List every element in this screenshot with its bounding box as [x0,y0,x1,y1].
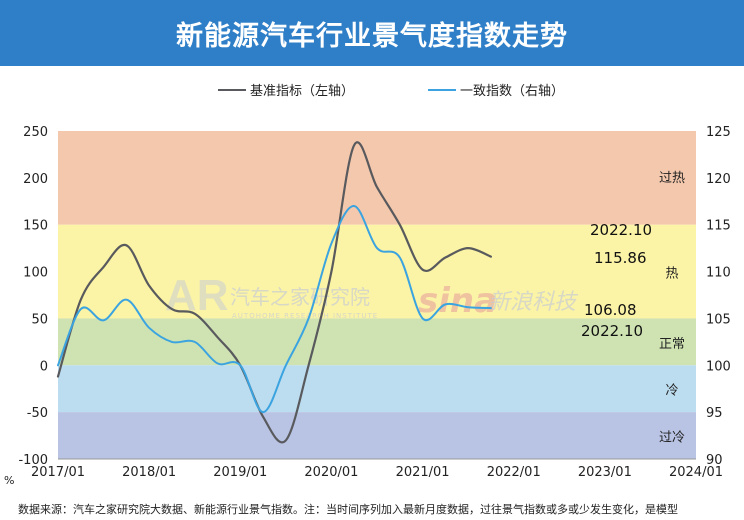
series-line-0 [56,141,492,444]
zone-band-0 [58,131,696,225]
chart-title: 新能源汽车行业景气度指数走势 [0,0,744,66]
x-tick-4: 2021/01 [396,465,450,480]
annotation-benchmark-value: 115.86 [594,249,647,267]
y-left-tick-3: 50 [31,312,48,327]
zone-band-3 [58,365,696,413]
watermark-sina-text: 新浪科技 [488,290,579,315]
watermark-sina-logo: sina [418,281,497,321]
y-left-tick-0: -100 [18,453,48,468]
zone-label-2: 正常 [659,337,685,352]
x-tick-2: 2019/01 [213,465,267,480]
y-left-tick-2: 0 [40,359,48,374]
x-tick-0: 2017/01 [31,465,85,480]
watermark-autohome-sub: AUTOHOME RESEARCH INSTITUTE [232,312,378,320]
y-right-tick-5: 115 [706,219,731,234]
x-tick-3: 2020/01 [304,465,358,480]
annotation-benchmark-date: 2022.10 [590,221,652,239]
y-left-tick-7: 250 [23,125,48,140]
zone-label-3: 冷 [665,384,678,399]
legend-label-1: 一致指数（右轴） [460,84,564,99]
series-line-1 [57,205,492,414]
annotation-coincident-date: 2022.10 [581,322,643,340]
footer-source-note: 数据来源：汽车之家研究院大数据、新能源行业景气指数。注：当时间序列加入最新月度数… [18,503,678,516]
zone-band-4 [58,412,696,459]
x-tick-7: 2024/01 [669,465,723,480]
zone-label-4: 过冷 [659,431,685,446]
y-right-tick-1: 95 [706,406,723,421]
x-tick-6: 2023/01 [578,465,632,480]
y-right-tick-6: 120 [706,172,731,187]
legend: 基准指标（左轴） 一致指数（右轴） [218,84,564,99]
watermark-autohome-text: 汽车之家研究院 [230,285,370,309]
y-left-tick-4: 100 [23,266,48,281]
y-left-tick-1: -50 [27,406,48,421]
y-right-tick-0: 90 [706,453,723,468]
zone-label-0: 过热 [659,171,685,186]
y-right-tick-2: 100 [706,359,731,374]
watermark-autohome-logo: AR [165,271,229,320]
y-right-tick-3: 105 [706,312,731,327]
y-right-tick-7: 125 [706,125,731,140]
legend-label-0: 基准指标（左轴） [250,84,354,99]
x-axis-unit: % [4,474,14,487]
x-tick-1: 2018/01 [122,465,176,480]
y-left-tick-6: 200 [23,172,48,187]
y-left-tick-5: 150 [23,219,48,234]
zone-band-2 [58,318,696,366]
annotation-coincident-value: 106.08 [584,301,637,319]
zone-label-1: 热 [665,267,678,282]
x-tick-5: 2022/01 [487,465,541,480]
watermark: AR 汽车之家研究院 AUTOHOME RESEARCH INSTITUTE s… [165,271,579,321]
y-right-tick-4: 110 [706,266,731,281]
